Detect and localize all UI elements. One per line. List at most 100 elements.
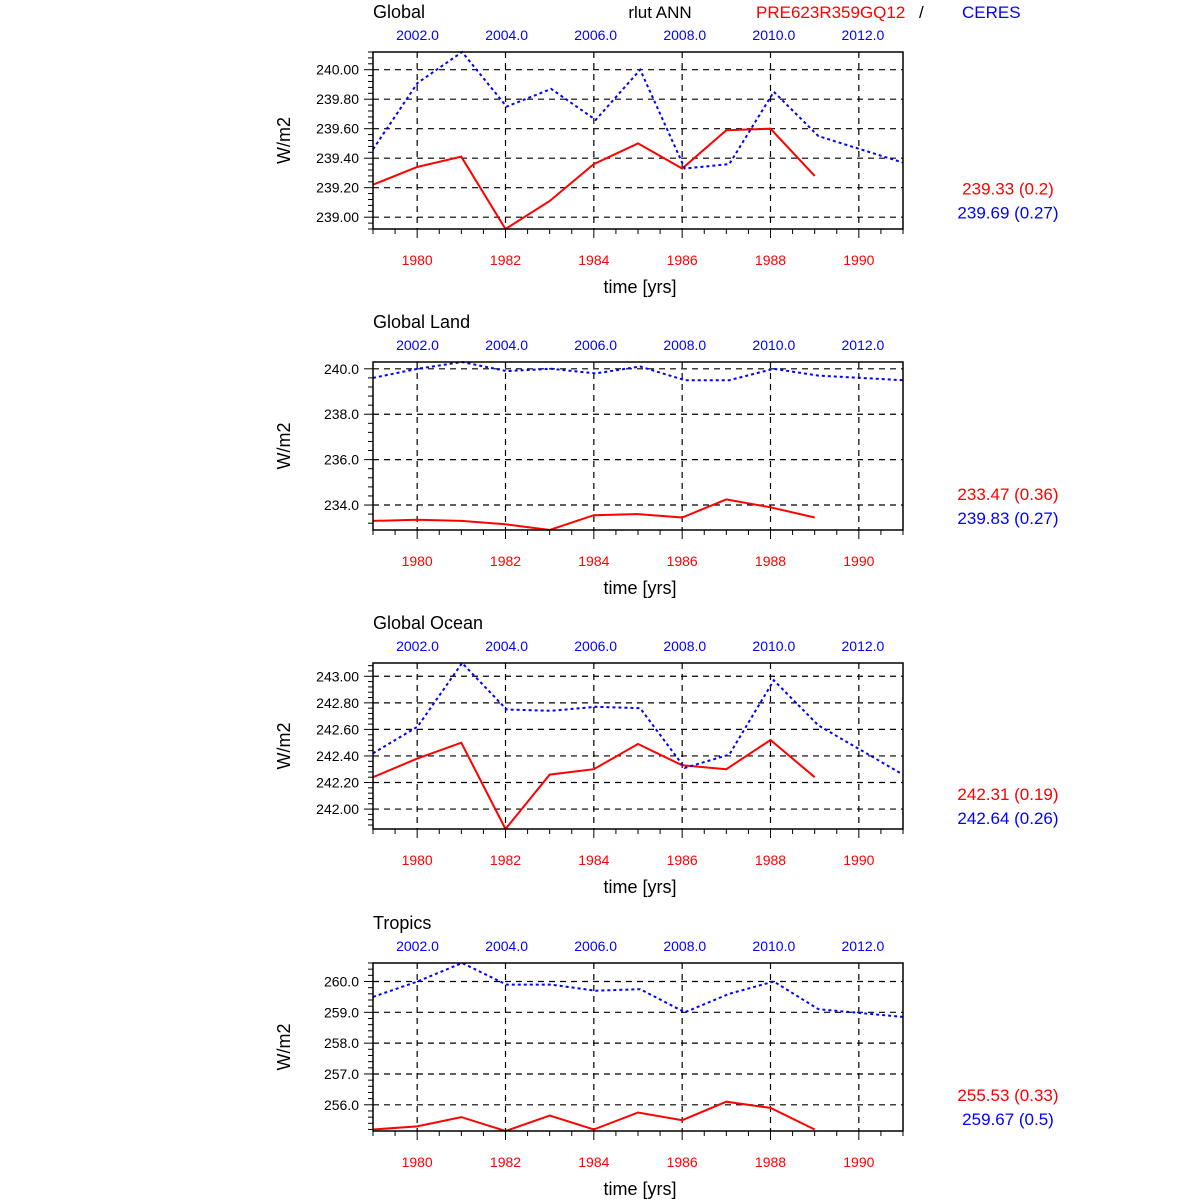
x-tick-label: 1990 [843,1154,874,1170]
panel-title: Global [373,2,425,22]
top-x-tick-label: 2004.0 [485,337,528,353]
y-tick-label: 258.0 [324,1035,359,1051]
y-tick-label: 238.0 [324,406,359,422]
top-x-tick-label: 2002.0 [396,638,439,654]
model-series-line [372,1100,816,1133]
model-summary-stat: 255.53 (0.33) [957,1086,1058,1105]
x-tick-label: 1984 [578,852,609,868]
x-axis-label: time [yrs] [603,277,676,297]
top-x-tick-label: 2006.0 [574,27,617,43]
x-tick-label: 1988 [755,252,786,268]
y-axis-label: W/m2 [274,423,294,470]
y-tick-label: 260.0 [324,973,359,989]
x-tick-label: 1986 [667,852,698,868]
top-x-tick-label: 2012.0 [842,27,885,43]
x-axis-label: time [yrs] [603,578,676,598]
x-tick-label: 1990 [843,553,874,569]
y-tick-label: 242.80 [316,695,359,711]
x-tick-label: 1980 [402,1154,433,1170]
top-x-tick-label: 2010.0 [752,938,795,954]
x-tick-label: 1984 [578,252,609,268]
model-legend-label: PRE623R359GQ12 [756,3,905,22]
obs-summary-stat: 259.67 (0.5) [962,1110,1054,1129]
y-tick-label: 243.00 [316,668,359,684]
top-x-tick-label: 2006.0 [574,337,617,353]
obs-summary-stat: 242.64 (0.26) [957,809,1058,828]
y-tick-label: 242.20 [316,775,359,791]
top-x-tick-label: 2002.0 [396,27,439,43]
top-x-tick-label: 2006.0 [574,938,617,954]
y-tick-label: 239.20 [316,180,359,196]
x-tick-label: 1988 [755,553,786,569]
model-series-line [372,127,816,231]
x-tick-label: 1980 [402,553,433,569]
x-tick-label: 1986 [667,1154,698,1170]
plot-frame [372,51,904,230]
y-tick-label: 259.0 [324,1004,359,1020]
panel-global-land: Global Land 1980 1982 1984 1986 1988 1990 2002.… [274,312,1059,598]
y-tick-label: 240.0 [324,361,359,377]
model-summary-stat: 233.47 (0.36) [957,485,1058,504]
panel-global-ocean: Global Ocean 1980 1982 1984 1986 1988 1990 2002… [274,613,1059,897]
x-tick-label: 1982 [490,852,521,868]
x-tick-label: 1980 [402,252,433,268]
obs-series-line [372,661,904,776]
obs-series-line [372,961,904,1018]
x-axis-label: time [yrs] [603,877,676,897]
y-axis-label: W/m2 [274,723,294,770]
obs-series-line [372,360,904,382]
panel-tropics: Tropics 1980 1982 1984 1986 1988 1990 2002.0 200… [274,913,1059,1199]
y-tick-label: 234.0 [324,497,359,513]
x-tick-label: 1980 [402,852,433,868]
y-tick-label: 242.40 [316,748,359,764]
y-axis-label: W/m2 [274,1024,294,1071]
x-tick-label: 1982 [490,553,521,569]
panel-title: Tropics [373,913,431,933]
plot-frame [372,962,904,1132]
model-series-line [372,498,815,532]
y-tick-label: 236.0 [324,452,359,468]
top-x-tick-label: 2008.0 [663,337,706,353]
top-x-tick-label: 2002.0 [396,337,439,353]
top-x-tick-label: 2012.0 [842,938,885,954]
y-tick-label: 239.80 [316,91,359,107]
y-tick-label: 239.60 [316,121,359,137]
x-tick-label: 1990 [843,252,874,268]
top-x-tick-label: 2008.0 [663,27,706,43]
y-tick-label: 256.0 [324,1097,359,1113]
x-tick-label: 1988 [755,1154,786,1170]
obs-legend-label: CERES [962,3,1021,22]
x-tick-label: 1990 [843,852,874,868]
top-x-tick-label: 2006.0 [574,638,617,654]
top-x-tick-label: 2004.0 [485,27,528,43]
x-axis-label: time [yrs] [603,1179,676,1199]
top-x-tick-label: 2008.0 [663,938,706,954]
top-x-tick-label: 2004.0 [485,938,528,954]
top-x-tick-label: 2010.0 [752,638,795,654]
y-tick-label: 257.0 [324,1066,359,1082]
top-x-tick-label: 2012.0 [842,638,885,654]
panel-title: Global Ocean [373,613,483,633]
y-tick-label: 242.60 [316,721,359,737]
y-tick-label: 239.00 [316,209,359,225]
panel-title: Global Land [373,312,470,332]
y-tick-label: 240.00 [316,62,359,78]
x-tick-label: 1986 [667,252,698,268]
model-summary-stat: 239.33 (0.2) [962,180,1054,199]
panel-global: Global 1980 1982 1984 1986 1988 1990 2002.0 2004… [274,2,1059,297]
y-tick-label: 242.00 [316,801,359,817]
top-x-tick-label: 2002.0 [396,938,439,954]
panels: Global 1980 1982 1984 1986 1988 1990 2002.0 2004… [274,2,1059,1199]
x-tick-label: 1984 [578,553,609,569]
y-tick-label: 239.40 [316,150,359,166]
x-tick-label: 1984 [578,1154,609,1170]
obs-summary-stat: 239.69 (0.27) [957,204,1058,223]
obs-summary-stat: 239.83 (0.27) [957,509,1058,528]
top-x-tick-label: 2010.0 [752,27,795,43]
legend-separator: / [919,3,924,22]
x-tick-label: 1982 [490,252,521,268]
top-x-tick-label: 2012.0 [842,337,885,353]
top-x-tick-label: 2004.0 [485,638,528,654]
variable-label: rlut ANN [628,3,691,22]
